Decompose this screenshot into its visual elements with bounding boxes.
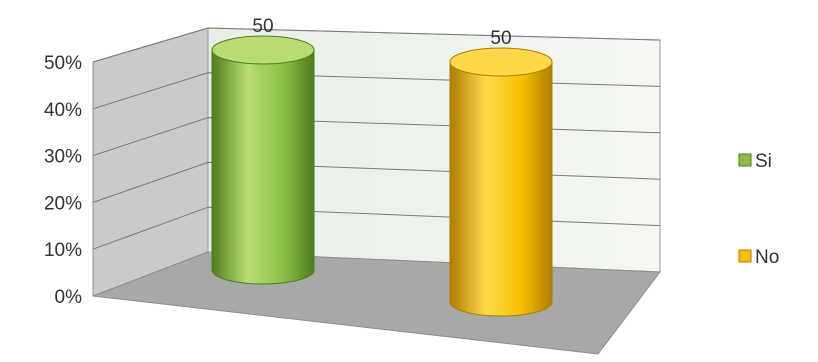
legend-label-si: Si [755,151,772,172]
data-labels: 50 50 [252,16,511,49]
data-label-si: 50 [252,16,273,37]
legend-swatch-si [738,153,752,167]
y-tick-label: 30% [44,147,82,168]
bar-si [211,35,315,285]
y-axis-tick-labels: 0% 10% 20% 30% 40% 50% [44,53,82,308]
data-label-no: 50 [490,28,511,49]
legend-item-si: Si [738,151,772,172]
bar-no [449,47,553,317]
legend-item-no: No [738,247,779,268]
legend-swatch-no [738,249,752,263]
legend: Si No [738,151,779,268]
legend-label-no: No [755,247,779,268]
y-tick-label: 0% [55,287,83,308]
bars [211,35,553,317]
y-tick-label: 10% [44,240,82,261]
y-tick-label: 20% [44,193,82,214]
side-wall [92,27,209,297]
y-tick-label: 40% [44,100,82,121]
y-tick-label: 50% [44,53,82,74]
gridline [92,27,661,63]
